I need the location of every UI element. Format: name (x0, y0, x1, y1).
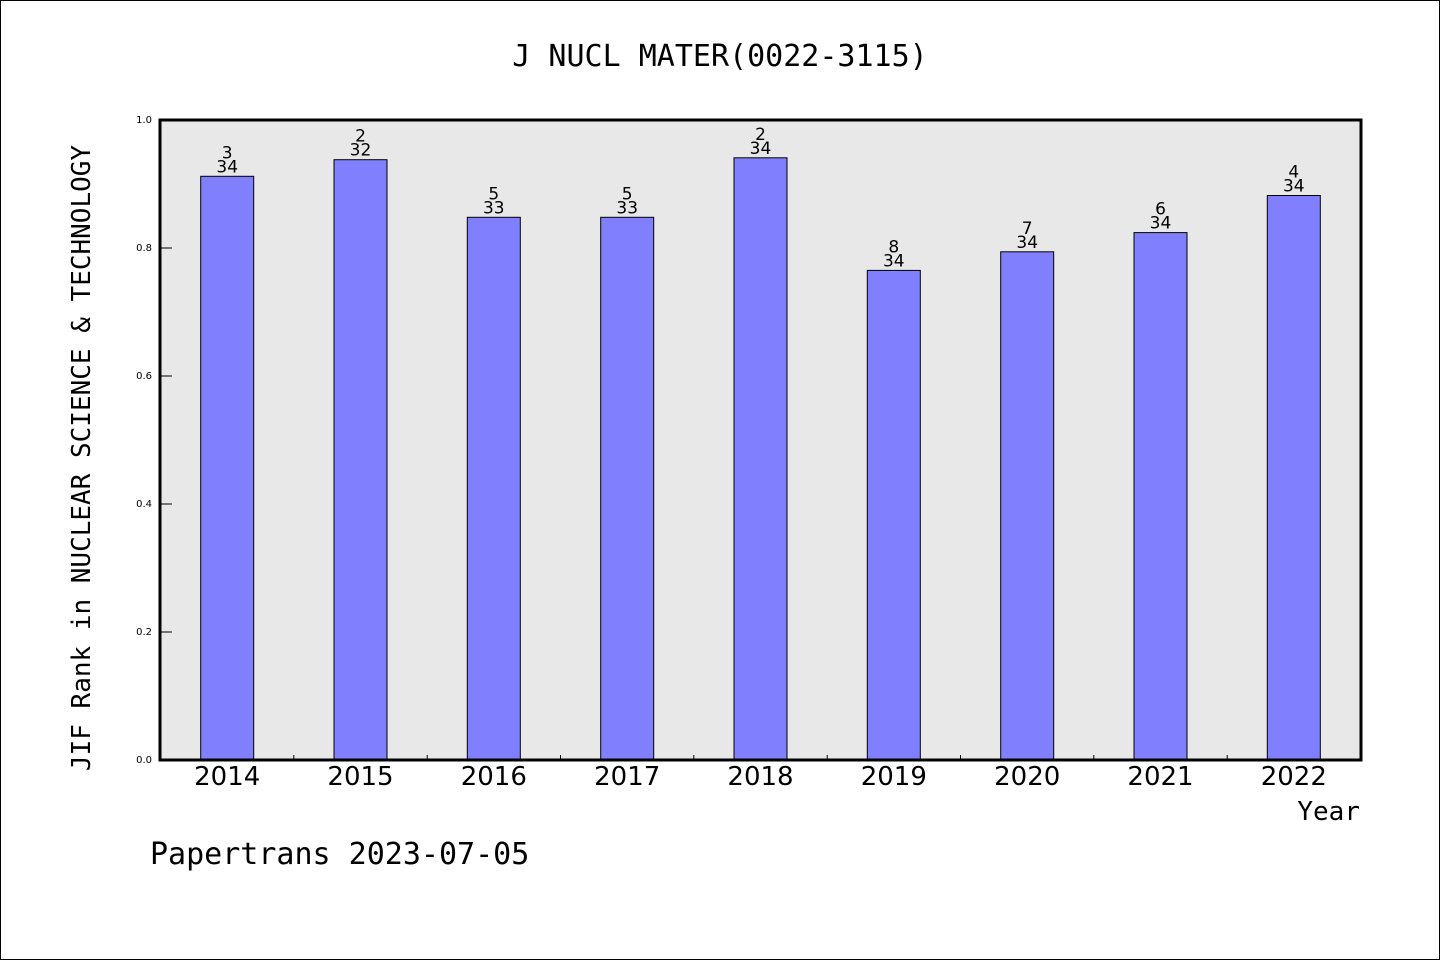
x-tick-label: 2018 (727, 762, 793, 792)
bar-total-label: 33 (616, 198, 638, 218)
bar-2020 (1000, 251, 1055, 761)
plot-border (158, 118, 1363, 762)
chart-title: J NUCL MATER(0022-3115) (512, 39, 927, 74)
y-axis-ticks: 0.0 0.2 0.4 0.6 0.8 1.0 (136, 115, 172, 766)
bar-rank-label: 8 (888, 237, 899, 257)
y-tick-label: 0.6 (136, 371, 152, 382)
bar-rank-label: 7 (1022, 219, 1033, 239)
y-axis-label: JIF Rank in NUCLEAR SCIENCE & TECHNOLOGY (67, 145, 97, 771)
x-tick-label: 2020 (994, 762, 1060, 792)
footer-watermark: Papertrans 2023-07-05 (150, 837, 529, 872)
bar-total-label: 34 (1150, 214, 1172, 234)
y-tick-label: 0.4 (136, 499, 152, 510)
bars-group (200, 157, 1321, 761)
x-tick-label: 2016 (461, 762, 527, 792)
bar-rank-label: 2 (355, 127, 366, 147)
bar-rank-label: 6 (1155, 200, 1166, 220)
bar-rank-label: 5 (622, 184, 633, 204)
bar-2014 (200, 175, 255, 761)
x-axis-tick-labels: 2014 2015 2016 2017 2018 2019 2020 2021 2022 (194, 762, 1327, 792)
x-axis-label: Year (1297, 797, 1360, 827)
y-tick-label: 1.0 (136, 115, 152, 126)
y-tick-label: 0.0 (136, 755, 152, 766)
bar-2018 (733, 157, 788, 761)
bar-total-label: 34 (750, 139, 772, 159)
bar-rank-label: 2 (755, 125, 766, 145)
x-tick-label: 2015 (327, 762, 393, 792)
bar-2015 (333, 159, 388, 761)
bar-2019 (866, 269, 921, 761)
bar-total-label: 32 (350, 141, 372, 161)
bar-rank-label: 5 (488, 184, 499, 204)
x-tick-label: 2017 (594, 762, 660, 792)
bar-rank-label: 3 (222, 143, 233, 163)
bar-2017 (600, 216, 655, 761)
bar-2016 (466, 216, 521, 761)
y-tick-label: 0.2 (136, 627, 152, 638)
x-tick-label: 2019 (861, 762, 927, 792)
x-tick-label: 2014 (194, 762, 260, 792)
x-tick-label: 2021 (1127, 762, 1193, 792)
bar-2022 (1266, 195, 1321, 761)
bar-total-label: 34 (216, 157, 238, 177)
bar-rank-label: 4 (1288, 163, 1299, 183)
bar-total-label: 33 (483, 198, 505, 218)
bar-total-label: 34 (883, 251, 905, 271)
x-axis-ticks (293, 755, 1228, 760)
y-tick-label: 0.8 (136, 243, 152, 254)
x-tick-label: 2022 (1261, 762, 1327, 792)
bar-total-label: 34 (1016, 233, 1038, 253)
bar-2021 (1133, 232, 1188, 761)
bar-total-label: 34 (1283, 177, 1305, 197)
